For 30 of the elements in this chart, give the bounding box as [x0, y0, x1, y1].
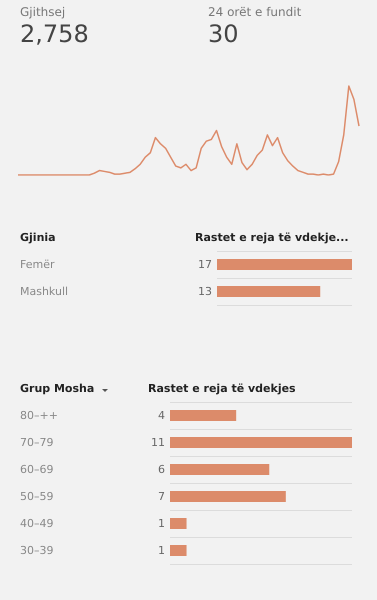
y-tick-label: Mashkull: [20, 285, 68, 298]
y-tick-label: 50–59: [20, 490, 54, 503]
text: 30: [208, 20, 239, 48]
bar: [170, 410, 236, 421]
bar: [170, 464, 270, 475]
data-label: 13: [198, 285, 212, 298]
data-label: 1: [158, 517, 165, 530]
text: 2,758: [20, 20, 89, 48]
y-axis-title: Gjinia: [20, 231, 56, 244]
y-tick-label: 70–79: [20, 436, 54, 449]
data-label: 4: [158, 409, 165, 422]
data-label: 1: [158, 544, 165, 557]
x-axis-title: Rastet e reja të vdekje...: [195, 231, 349, 244]
bar: [170, 437, 352, 448]
y-tick-label: 30–39: [20, 544, 54, 557]
y-tick-label: 60–69: [20, 463, 54, 476]
bar: [170, 518, 187, 529]
y-tick-label: 80–++: [20, 409, 58, 422]
y-tick-label: 40–49: [20, 517, 54, 530]
y-axis-title: Grup Mosha: [20, 382, 94, 395]
bar: [170, 491, 286, 502]
bar: [170, 545, 187, 556]
x-axis-title: Rastet e reja të vdekjes: [148, 382, 296, 395]
data-label: 11: [151, 436, 165, 449]
y-tick-label: Femër: [20, 258, 55, 271]
text: Gjithsej: [20, 5, 66, 19]
text: 24 orët e fundit: [208, 5, 302, 19]
data-label: 7: [158, 490, 165, 503]
data-label: 6: [158, 463, 165, 476]
data-label: 17: [198, 258, 212, 271]
